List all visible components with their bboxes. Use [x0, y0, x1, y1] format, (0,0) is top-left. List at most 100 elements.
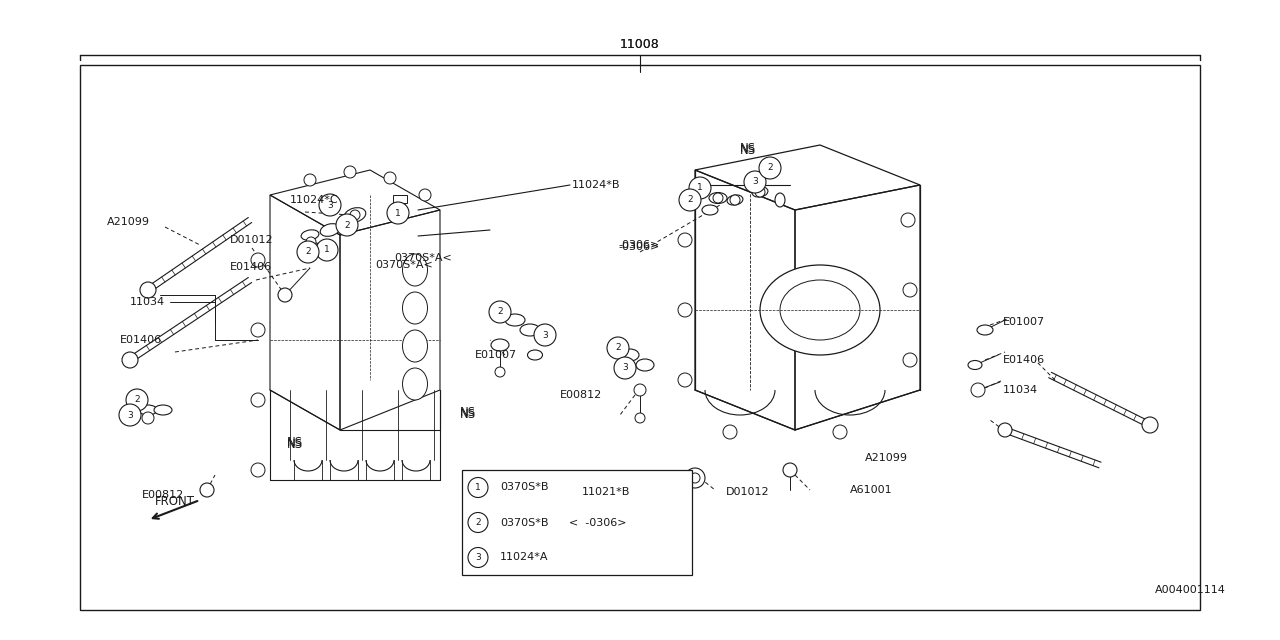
Ellipse shape	[154, 405, 172, 415]
Circle shape	[902, 353, 916, 367]
Circle shape	[119, 404, 141, 426]
Ellipse shape	[492, 339, 509, 351]
Circle shape	[678, 189, 701, 211]
Text: 2: 2	[344, 221, 349, 230]
Circle shape	[122, 352, 138, 368]
Text: 0370S*B: 0370S*B	[500, 518, 549, 527]
Text: NS: NS	[287, 438, 303, 451]
Text: 0370S*B: 0370S*B	[500, 483, 549, 493]
Text: NS: NS	[287, 436, 303, 449]
Text: 3: 3	[753, 177, 758, 186]
Ellipse shape	[303, 243, 321, 253]
Ellipse shape	[753, 187, 768, 197]
Text: 11008: 11008	[620, 38, 660, 51]
Ellipse shape	[527, 350, 543, 360]
Circle shape	[251, 253, 265, 267]
Circle shape	[142, 412, 154, 424]
Text: 11024*A: 11024*A	[500, 552, 549, 563]
Text: 1: 1	[324, 246, 330, 255]
Text: E00812: E00812	[142, 490, 184, 500]
Text: A004001114: A004001114	[1155, 585, 1226, 595]
Circle shape	[685, 468, 705, 488]
Text: NS: NS	[740, 141, 756, 154]
Circle shape	[140, 282, 156, 298]
Text: -0306>: -0306>	[618, 240, 659, 250]
Ellipse shape	[701, 205, 718, 215]
Ellipse shape	[977, 325, 993, 335]
Text: 11024*C: 11024*C	[291, 195, 339, 205]
Text: 11034: 11034	[131, 297, 165, 307]
Text: E01406: E01406	[230, 262, 273, 272]
Circle shape	[607, 337, 628, 359]
Text: NS: NS	[460, 408, 476, 422]
Circle shape	[319, 194, 340, 216]
Circle shape	[344, 166, 356, 178]
Ellipse shape	[506, 314, 525, 326]
Text: A21099: A21099	[865, 453, 908, 463]
Circle shape	[614, 357, 636, 379]
Ellipse shape	[780, 280, 860, 340]
Text: 11034: 11034	[1004, 385, 1038, 395]
Text: 11021*B: 11021*B	[582, 487, 630, 497]
Circle shape	[833, 425, 847, 439]
Text: 3: 3	[328, 200, 333, 209]
Text: 11008: 11008	[620, 38, 660, 51]
Text: A61001: A61001	[850, 485, 892, 495]
Ellipse shape	[727, 195, 742, 205]
Circle shape	[419, 189, 431, 201]
Text: 3: 3	[543, 330, 548, 339]
Circle shape	[251, 393, 265, 407]
Ellipse shape	[320, 223, 339, 236]
Ellipse shape	[621, 349, 639, 361]
Ellipse shape	[774, 193, 785, 207]
Text: E01406: E01406	[120, 335, 163, 345]
Text: E00812: E00812	[561, 390, 603, 400]
Ellipse shape	[402, 254, 428, 286]
Circle shape	[305, 174, 316, 186]
Circle shape	[755, 187, 765, 197]
Text: -0306>: -0306>	[618, 242, 659, 252]
Text: E01007: E01007	[475, 350, 517, 360]
Circle shape	[901, 213, 915, 227]
Text: 3: 3	[622, 364, 628, 372]
Circle shape	[387, 202, 410, 224]
Ellipse shape	[396, 197, 404, 213]
Text: NS: NS	[460, 406, 476, 419]
Text: 3: 3	[127, 410, 133, 419]
Circle shape	[306, 237, 316, 247]
Text: D01012: D01012	[230, 235, 274, 245]
Circle shape	[759, 157, 781, 179]
Circle shape	[902, 283, 916, 297]
Circle shape	[349, 210, 360, 220]
Text: <  -0306>: < -0306>	[570, 518, 626, 527]
Text: D01012: D01012	[726, 487, 769, 497]
Circle shape	[730, 195, 740, 205]
Text: E01007: E01007	[1004, 317, 1046, 327]
Circle shape	[278, 288, 292, 302]
Circle shape	[468, 513, 488, 532]
Text: 0370S*A<: 0370S*A<	[394, 253, 452, 263]
Circle shape	[200, 483, 214, 497]
Circle shape	[678, 233, 692, 247]
Text: NS: NS	[740, 143, 756, 157]
Circle shape	[634, 384, 646, 396]
Ellipse shape	[520, 324, 540, 336]
Circle shape	[972, 383, 986, 397]
Text: 1: 1	[396, 209, 401, 218]
Ellipse shape	[760, 265, 881, 355]
Circle shape	[468, 547, 488, 568]
Text: 2: 2	[497, 307, 503, 317]
Bar	[393, 195, 407, 203]
Ellipse shape	[968, 360, 982, 369]
Text: 2: 2	[475, 518, 481, 527]
Circle shape	[251, 323, 265, 337]
Text: 1: 1	[698, 184, 703, 193]
Circle shape	[635, 413, 645, 423]
Circle shape	[468, 477, 488, 497]
Circle shape	[125, 389, 148, 411]
Text: E01406: E01406	[1004, 355, 1046, 365]
Text: 1: 1	[475, 483, 481, 492]
Circle shape	[998, 423, 1012, 437]
Ellipse shape	[301, 230, 319, 240]
Circle shape	[297, 241, 319, 263]
